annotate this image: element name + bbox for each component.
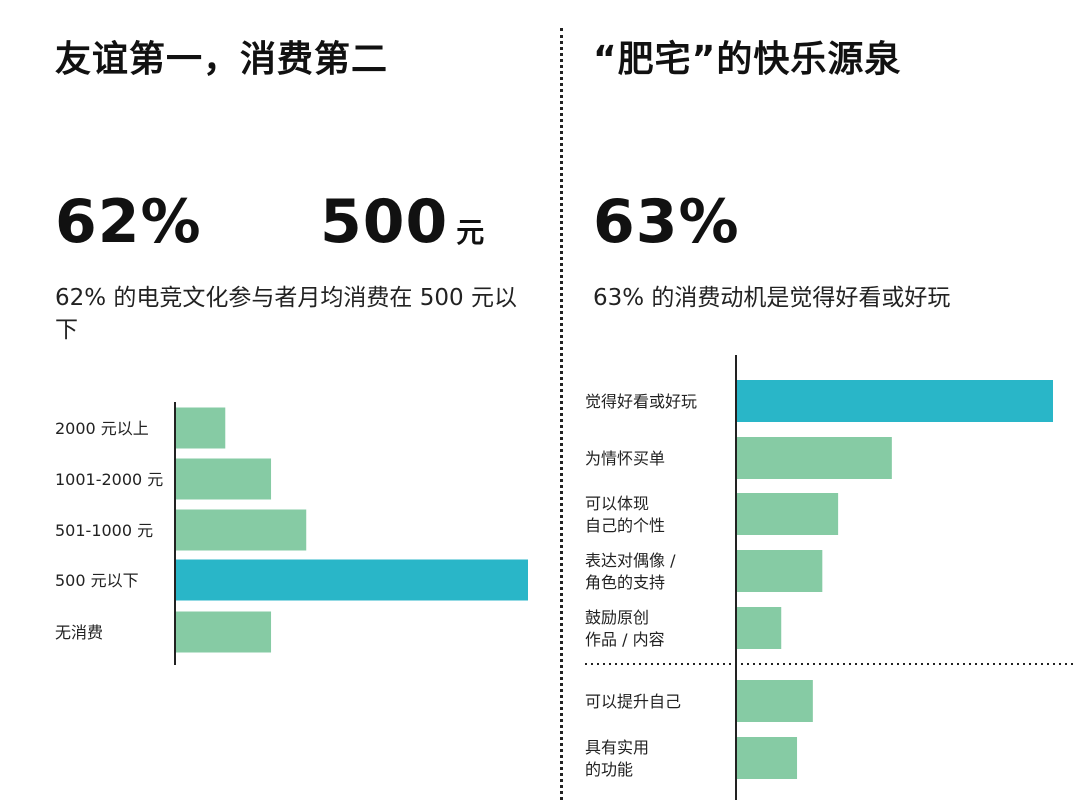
right-section-title: “肥宅”的快乐源泉 bbox=[593, 39, 902, 80]
bar bbox=[737, 607, 782, 649]
left-section-title: 友谊第一，消费第二 bbox=[55, 39, 389, 80]
bar bbox=[737, 437, 892, 479]
bar bbox=[737, 550, 823, 592]
right-description: 63% 的消费动机是觉得好看或好玩 bbox=[593, 285, 951, 311]
category-label: 鼓励原创作品 / 内容 bbox=[585, 608, 665, 649]
left-panel: 友谊第一，消费第二 62% 500 元 62% 的电竞文化参与者月均消费在 500… bbox=[55, 39, 528, 665]
category-label: 1001-2000 元 bbox=[55, 470, 163, 489]
category-label: 可以提升自己 bbox=[585, 692, 681, 711]
category-label: 可以体现自己的个性 bbox=[585, 494, 665, 535]
bar bbox=[737, 380, 1053, 422]
bar bbox=[737, 493, 839, 535]
category-label: 500 元以下 bbox=[55, 571, 139, 590]
bar bbox=[176, 611, 272, 653]
bar bbox=[737, 680, 813, 722]
stat-63-percent: 63% bbox=[593, 187, 740, 257]
bar bbox=[176, 509, 307, 551]
left-description: 62% 的电竞文化参与者月均消费在 500 元以下 bbox=[55, 285, 517, 343]
category-label: 表达对偶像 /角色的支持 bbox=[585, 551, 676, 592]
category-label: 觉得好看或好玩 bbox=[585, 392, 697, 411]
stat-500-unit: 元 bbox=[456, 216, 486, 249]
category-label: 无消费 bbox=[55, 623, 103, 642]
stat-500-value: 500 bbox=[320, 187, 449, 257]
category-label: 501-1000 元 bbox=[55, 521, 153, 540]
category-label: 具有实用的功能 bbox=[585, 738, 649, 779]
bar bbox=[737, 737, 798, 779]
category-label: 为情怀买单 bbox=[585, 449, 665, 468]
category-label: 2000 元以上 bbox=[55, 419, 149, 438]
stat-500-yuan: 500 元 bbox=[320, 192, 485, 252]
right-panel: “肥宅”的快乐源泉 63% 63% 的消费动机是觉得好看或好玩 觉得好看或好玩为… bbox=[565, 0, 1080, 800]
bar bbox=[176, 559, 528, 601]
bar bbox=[176, 407, 226, 449]
bar bbox=[176, 458, 272, 500]
dotted-divider bbox=[560, 28, 563, 800]
stat-62-percent: 62% bbox=[55, 187, 202, 257]
